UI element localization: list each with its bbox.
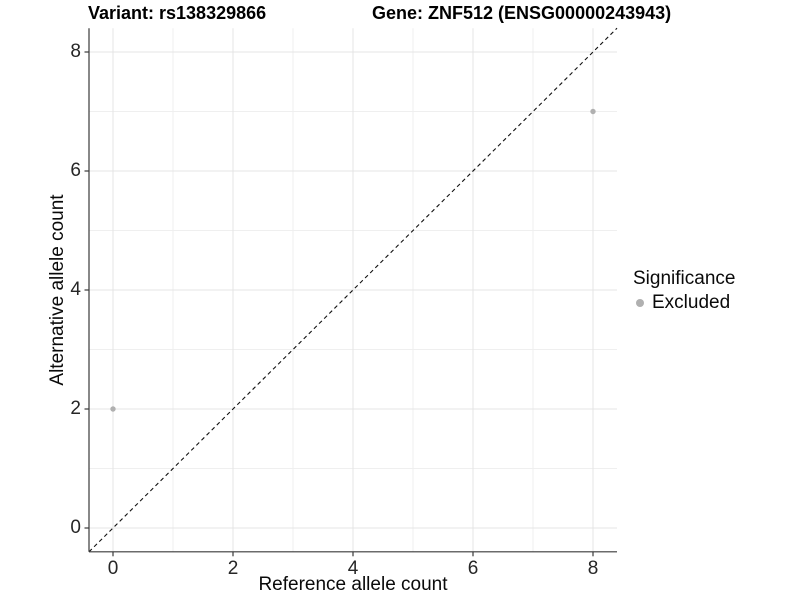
x-tick-label: 0: [107, 558, 119, 579]
data-point: [110, 406, 116, 412]
x-tick-label: 8: [587, 558, 599, 579]
excluded-point-icon: [636, 299, 644, 307]
identity-dashed-line: [88, 27, 618, 553]
legend-item-excluded: Excluded: [630, 292, 735, 314]
x-axis-title: Reference allele count: [258, 574, 448, 595]
legend-item-label: Excluded: [652, 292, 731, 313]
y-tick-label: 2: [70, 398, 81, 419]
x-tick-label: 2: [227, 558, 239, 579]
y-tick-label: 8: [70, 41, 81, 62]
x-tick-label: 6: [467, 558, 479, 579]
y-tick-label: 0: [70, 517, 81, 538]
y-tick-label: 6: [70, 160, 81, 181]
x-tick-label: 4: [347, 558, 359, 579]
y-tick-label: 4: [70, 279, 81, 300]
plot-title-gene: Gene: ZNF512 (ENSG00000243943): [372, 3, 672, 23]
plot-title-variant: Variant: rs138329866: [88, 3, 267, 23]
data-point: [590, 108, 596, 115]
legend: Significance Excluded: [630, 267, 735, 314]
legend-title: Significance: [633, 268, 736, 289]
